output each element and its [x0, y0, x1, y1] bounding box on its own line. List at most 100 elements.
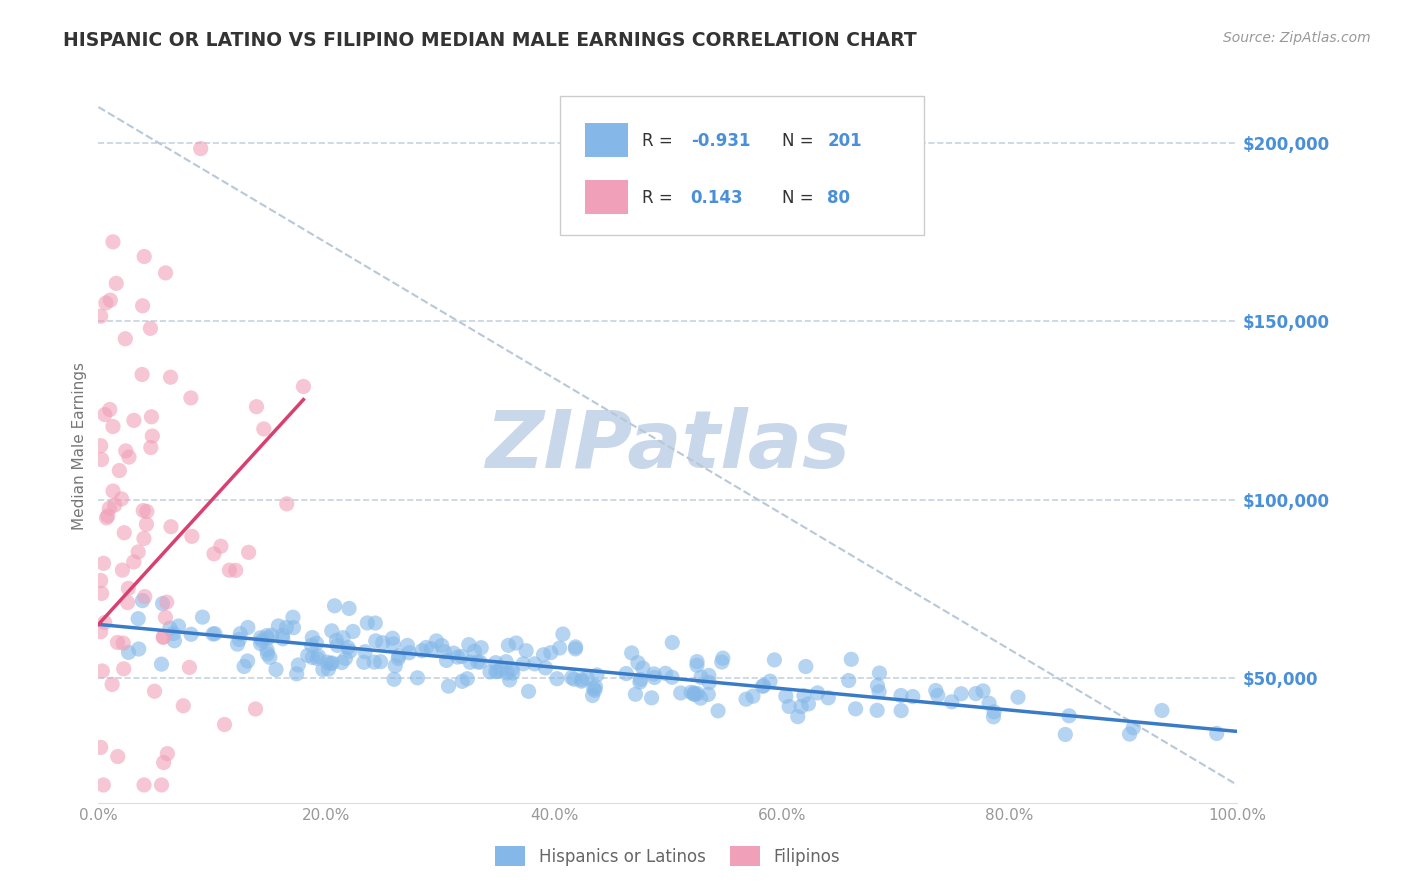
- Point: [581, 689, 603, 703]
- Point: [93, 778, 115, 792]
- Point: [485, 656, 508, 670]
- Point: [276, 497, 298, 511]
- Text: 0.143: 0.143: [690, 189, 744, 207]
- Point: [259, 650, 281, 665]
- Point: [98, 501, 121, 516]
- Point: [337, 601, 360, 615]
- Point: [562, 672, 585, 686]
- Point: [534, 661, 557, 675]
- Point: [681, 685, 703, 699]
- Point: [150, 657, 173, 672]
- Point: [436, 653, 458, 667]
- Point: [245, 400, 267, 414]
- Point: [644, 671, 666, 685]
- Point: [977, 696, 1000, 710]
- Point: [479, 665, 502, 679]
- Point: [388, 648, 411, 663]
- Point: [927, 689, 949, 703]
- Point: [457, 638, 479, 652]
- Point: [364, 615, 387, 630]
- Point: [105, 277, 128, 291]
- Point: [167, 619, 190, 633]
- Point: [630, 673, 652, 687]
- Point: [866, 703, 889, 717]
- Point: [364, 633, 387, 648]
- Point: [839, 652, 862, 666]
- Point: [1054, 727, 1077, 741]
- Text: N =: N =: [782, 189, 813, 207]
- Point: [682, 687, 704, 701]
- Point: [669, 686, 692, 700]
- Point: [104, 498, 127, 512]
- Point: [941, 695, 963, 709]
- Point: [256, 629, 278, 643]
- Point: [101, 419, 124, 434]
- Point: [312, 663, 335, 677]
- Point: [496, 666, 519, 681]
- Point: [316, 655, 339, 669]
- Point: [456, 672, 478, 686]
- Point: [114, 332, 136, 346]
- Point: [1122, 721, 1144, 735]
- Point: [370, 655, 392, 669]
- Point: [159, 370, 181, 384]
- Text: R =: R =: [641, 189, 672, 207]
- Point: [191, 610, 214, 624]
- Point: [486, 665, 509, 679]
- Point: [323, 599, 346, 613]
- Point: [111, 563, 134, 577]
- Point: [686, 655, 709, 669]
- Point: [90, 574, 112, 588]
- Point: [624, 687, 647, 701]
- Point: [131, 368, 153, 382]
- Point: [371, 636, 394, 650]
- Point: [150, 778, 173, 792]
- Point: [661, 670, 683, 684]
- Point: [433, 645, 456, 659]
- Point: [94, 296, 117, 310]
- Text: -0.931: -0.931: [690, 132, 751, 150]
- Point: [143, 684, 166, 698]
- Point: [141, 409, 163, 424]
- Point: [697, 675, 720, 690]
- Point: [950, 687, 973, 701]
- Text: 201: 201: [827, 132, 862, 150]
- Point: [614, 666, 637, 681]
- Legend: Hispanics or Latinos, Filipinos: Hispanics or Latinos, Filipinos: [489, 839, 846, 873]
- Point: [112, 636, 135, 650]
- Point: [307, 651, 329, 665]
- Point: [425, 634, 447, 648]
- Point: [752, 679, 775, 693]
- Point: [489, 663, 512, 677]
- Point: [172, 698, 194, 713]
- Point: [697, 668, 720, 682]
- Point: [661, 635, 683, 649]
- Point: [90, 309, 112, 323]
- Point: [257, 632, 280, 646]
- Point: [238, 545, 260, 559]
- Point: [90, 452, 112, 467]
- Point: [643, 667, 665, 681]
- Point: [90, 740, 112, 755]
- Point: [965, 687, 987, 701]
- Point: [249, 637, 271, 651]
- Bar: [585, 180, 628, 214]
- Point: [336, 640, 359, 655]
- Point: [697, 687, 720, 701]
- Point: [249, 631, 271, 645]
- Point: [501, 662, 523, 676]
- Point: [628, 675, 651, 690]
- Point: [152, 631, 174, 645]
- Point: [281, 610, 304, 624]
- Point: [107, 635, 129, 649]
- Point: [131, 593, 153, 607]
- Point: [817, 690, 839, 705]
- Point: [382, 637, 405, 651]
- Point: [90, 586, 112, 600]
- Point: [551, 627, 574, 641]
- Point: [180, 529, 202, 543]
- Point: [470, 640, 492, 655]
- Point: [330, 656, 353, 670]
- Point: [498, 638, 520, 652]
- Point: [561, 671, 583, 685]
